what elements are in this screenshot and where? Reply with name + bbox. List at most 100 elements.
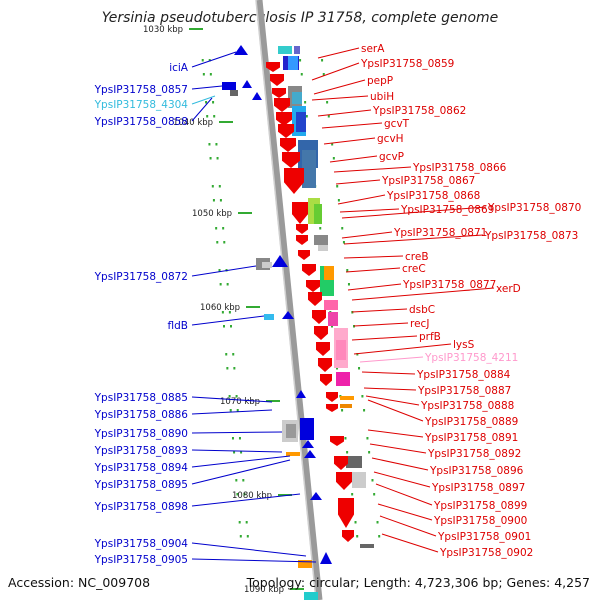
leader-line [351, 308, 408, 313]
track-tick [233, 367, 236, 370]
gene-block [294, 46, 300, 54]
track-tick [218, 269, 221, 272]
leader-line [343, 234, 484, 245]
gene-arrow-forward [326, 404, 338, 412]
gene-block [340, 396, 354, 400]
gene-block [298, 560, 312, 568]
gene-label: YpsIP31758_0900 [433, 515, 527, 527]
track-tick [300, 73, 303, 76]
gene-label: YpsIP31758_0868 [386, 190, 480, 202]
gene-arrow-forward [296, 224, 308, 234]
gene-arrow-forward [326, 392, 338, 402]
gene-label: YpsIP31758_0885 [94, 392, 188, 404]
leader-line [333, 166, 412, 173]
leader-line [191, 85, 223, 90]
track-tick [242, 479, 245, 482]
gene-arrow-reverse [272, 255, 288, 267]
topology-text: Topology: circular; Length: 4,723,306 bp… [246, 575, 590, 590]
track-tick [228, 395, 231, 398]
track-tick [208, 59, 211, 62]
gene-block [346, 456, 362, 468]
gene-block [222, 82, 236, 90]
gene-arrow-forward [308, 292, 322, 306]
track-tick [236, 409, 239, 412]
gene-arrow-forward [306, 280, 320, 292]
track-tick [213, 115, 216, 118]
track-tick [206, 115, 209, 118]
leader-line [191, 97, 213, 122]
leader-line [317, 109, 372, 117]
track-tick [305, 115, 308, 118]
track-tick [361, 395, 364, 398]
gene-arrow-reverse [310, 492, 322, 500]
gene-label: YpsIP31758_0862 [372, 105, 466, 117]
gene-label: recJ [410, 318, 429, 330]
leader-line [191, 95, 216, 105]
gene-arrow-forward [296, 235, 308, 245]
leader-line [353, 322, 409, 327]
track-tick [344, 437, 347, 440]
leader-line [341, 231, 393, 239]
gene-arrow-forward [292, 202, 308, 224]
gene-label: YpsIP31758_0871 [393, 227, 487, 239]
gene-arrow-forward [282, 152, 300, 168]
leader-line [329, 155, 378, 163]
backbone-line [255, 0, 323, 600]
leader-line [347, 283, 402, 291]
track-tick [238, 437, 241, 440]
track-tick [219, 283, 222, 286]
gene-label: YpsIP31758_0899 [433, 500, 527, 512]
leader-line [337, 194, 386, 205]
leader-line [353, 343, 452, 355]
track-tick [211, 185, 214, 188]
track-tick [336, 367, 339, 370]
backbone-highlight [255, 0, 317, 600]
track-tick [346, 269, 349, 272]
gene-arrow-reverse [304, 450, 316, 458]
track-tick [327, 115, 330, 118]
track-tick [212, 101, 215, 104]
leader-line [361, 371, 416, 375]
leader-line [191, 455, 291, 468]
leader-line [191, 449, 283, 453]
leader-line [367, 429, 424, 438]
track-tick [216, 241, 219, 244]
leader-line [191, 558, 317, 563]
gene-label: YpsIP31758_0858 [94, 116, 188, 128]
gene-arrow-forward [272, 88, 286, 98]
gene-block [314, 204, 322, 224]
gene-label: YpsIP31758_0897 [431, 482, 525, 494]
leader-line [341, 206, 487, 219]
track-tick [201, 59, 204, 62]
gene-block [340, 404, 352, 408]
gene-label: YpsIP31758_0872 [94, 271, 188, 283]
track-tick [245, 521, 248, 524]
gene-arrow-reverse [242, 80, 252, 88]
gene-label: YpsIP31758_0884 [416, 369, 511, 381]
gene-label: iciA [169, 62, 189, 74]
gene-label: YpsIP31758_0887 [417, 385, 511, 397]
gene-arrow-forward [318, 358, 332, 372]
track-tick [230, 325, 232, 328]
track-tick [346, 451, 349, 454]
track-tick [371, 479, 374, 482]
scale-label: 1030 kbp [143, 25, 183, 35]
leader-line [317, 47, 360, 59]
leader-line [191, 51, 237, 68]
gene-label: ubiH [370, 91, 394, 103]
gene-label: gcvP [379, 151, 404, 163]
track-tick [229, 409, 232, 412]
track-tick [358, 367, 361, 370]
track-tick [363, 409, 366, 412]
leader-line [311, 95, 369, 101]
gene-label: xerD [496, 283, 521, 295]
gene-label: YpsIP31758_0893 [94, 445, 188, 457]
gene-arrow-forward [266, 62, 280, 72]
gene-arrow-reverse [302, 440, 314, 448]
leader-line [321, 122, 383, 129]
track-tick [347, 283, 350, 286]
gene-arrow-forward [314, 326, 328, 340]
gene-block [230, 90, 238, 96]
track-tick [341, 227, 344, 230]
gene-label: YpsIP31758_4304 [94, 99, 189, 111]
